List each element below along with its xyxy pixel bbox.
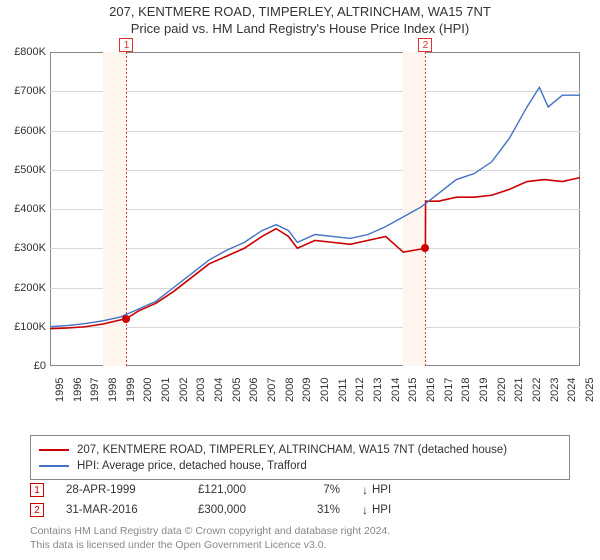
x-axis-label: 2013 (372, 378, 384, 402)
x-axis-label: 2014 (390, 378, 402, 402)
x-axis-label: 2018 (460, 378, 472, 402)
x-axis-labels: 1995 1996 1997 1998 1999 2000 2001 2002 2003 2004… (50, 366, 580, 436)
legend-swatch (39, 465, 69, 467)
y-axis-label: £100K (2, 321, 46, 333)
x-axis-label: 2010 (319, 378, 331, 402)
x-axis-label: 2001 (160, 378, 172, 402)
sale-date: 28-APR-1999 (66, 484, 176, 496)
series-line (50, 87, 580, 326)
sale-row: 2 31-MAR-2016 £300,000 31% ↓ HPI (30, 500, 570, 520)
footer-line-1: Contains HM Land Registry data © Crown c… (30, 524, 570, 538)
y-axis-label: £600K (2, 125, 46, 137)
sale-price: £121,000 (198, 484, 278, 496)
sale-date: 31-MAR-2016 (66, 504, 176, 516)
x-axis-label: 2022 (531, 378, 543, 402)
chart-subtitle: Price paid vs. HM Land Registry's House … (0, 21, 600, 36)
x-axis-label: 2003 (195, 378, 207, 402)
x-axis-label: 2011 (337, 378, 349, 402)
sale-hpi-label: HPI (372, 484, 391, 496)
x-axis-label: 2009 (301, 378, 313, 402)
x-axis-label: 1996 (72, 378, 84, 402)
y-axis-label: £500K (2, 164, 46, 176)
x-axis-label: 2020 (496, 378, 508, 402)
x-axis-label: 2000 (142, 378, 154, 402)
x-axis-label: 2012 (354, 378, 366, 402)
sale-row-marker: 1 (30, 483, 44, 497)
legend-label: HPI: Average price, detached house, Traf… (77, 460, 307, 472)
x-axis-label: 2002 (178, 378, 190, 402)
sale-hpi: ↓ HPI (362, 483, 391, 497)
sale-marker-box: 2 (418, 38, 432, 52)
sale-pct: 31% (300, 504, 340, 516)
sale-row: 1 28-APR-1999 £121,000 7% ↓ HPI (30, 480, 570, 500)
y-axis-label: £700K (2, 85, 46, 97)
footer: Contains HM Land Registry data © Crown c… (30, 524, 570, 552)
x-axis-label: 2017 (443, 378, 455, 402)
chart-title: 207, KENTMERE ROAD, TIMPERLEY, ALTRINCHA… (0, 4, 600, 19)
x-axis-label: 1999 (125, 378, 137, 402)
x-axis-label: 2019 (478, 378, 490, 402)
legend-item: 207, KENTMERE ROAD, TIMPERLEY, ALTRINCHA… (39, 442, 561, 458)
y-axis-label: £200K (2, 282, 46, 294)
x-axis-label: 1997 (89, 378, 101, 402)
y-axis-label: £0 (2, 360, 46, 372)
y-axis-label: £800K (2, 46, 46, 58)
x-axis-label: 2004 (213, 378, 225, 402)
series-line (50, 178, 580, 329)
legend-label: 207, KENTMERE ROAD, TIMPERLEY, ALTRINCHA… (77, 444, 507, 456)
arrow-down-icon: ↓ (362, 503, 368, 517)
x-axis-label: 2008 (284, 378, 296, 402)
sale-hpi: ↓ HPI (362, 503, 391, 517)
sale-hpi-label: HPI (372, 504, 391, 516)
x-axis-label: 2025 (584, 378, 596, 402)
series-marker-dot (122, 315, 130, 323)
sale-row-marker: 2 (30, 503, 44, 517)
legend-swatch (39, 449, 69, 451)
x-axis-label: 1998 (107, 378, 119, 402)
arrow-down-icon: ↓ (362, 483, 368, 497)
chart-title-block: 207, KENTMERE ROAD, TIMPERLEY, ALTRINCHA… (0, 0, 600, 36)
y-axis-label: £400K (2, 203, 46, 215)
x-axis-label: 2007 (266, 378, 278, 402)
sale-price: £300,000 (198, 504, 278, 516)
x-axis-label: 2015 (407, 378, 419, 402)
series-marker-dot (421, 244, 429, 252)
sale-marker-box: 1 (119, 38, 133, 52)
legend: 207, KENTMERE ROAD, TIMPERLEY, ALTRINCHA… (30, 435, 570, 480)
chart-area: £0£100K£200K£300K£400K£500K£600K£700K£80… (50, 52, 580, 366)
y-axis-label: £300K (2, 242, 46, 254)
x-axis-label: 1995 (54, 378, 66, 402)
x-axis-label: 2021 (513, 378, 525, 402)
footer-line-2: This data is licensed under the Open Gov… (30, 538, 570, 552)
x-axis-label: 2006 (248, 378, 260, 402)
sale-events: 1 28-APR-1999 £121,000 7% ↓ HPI 2 31-MAR-2016 £3… (30, 480, 570, 520)
sale-pct: 7% (300, 484, 340, 496)
x-axis-label: 2005 (231, 378, 243, 402)
legend-item: HPI: Average price, detached house, Traf… (39, 458, 561, 474)
x-axis-label: 2024 (566, 378, 578, 402)
x-axis-label: 2016 (425, 378, 437, 402)
x-axis-label: 2023 (549, 378, 561, 402)
